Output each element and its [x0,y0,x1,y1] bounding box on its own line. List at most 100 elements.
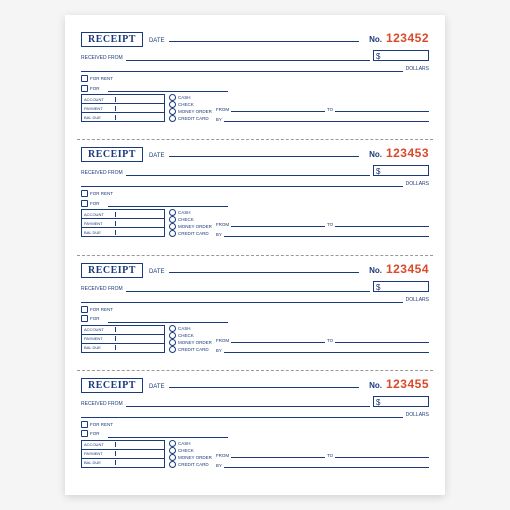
for-label: FOR [90,431,100,436]
account-table: ACCOUNT PAYMENT BAL DUE [81,209,165,237]
number-label: No. [369,150,382,159]
receipt-number: 123455 [386,377,429,391]
check-label: CHECK [178,333,194,338]
by-label: BY [216,463,222,468]
money-order-radio[interactable] [169,454,176,461]
money-order-radio[interactable] [169,339,176,346]
check-radio[interactable] [169,447,176,454]
money-order-label: MONEY ORDER [178,109,212,114]
amount-box: $ [373,281,429,292]
credit-card-radio[interactable] [169,346,176,353]
date-line [169,264,360,273]
number-label: No. [369,266,382,275]
amount-words-line [81,410,403,418]
money-order-label: MONEY ORDER [178,340,212,345]
bal-due-label: BAL DUE [82,230,116,235]
for-rent-label: FOR RENT [90,191,113,196]
by-line [224,461,429,468]
by-label: BY [216,232,222,237]
to-label: TO [327,453,333,458]
from-label: FROM [216,107,229,112]
for-checkbox[interactable] [81,430,88,437]
received-from-label: RECEIVED FROM [81,170,123,176]
money-order-radio[interactable] [169,223,176,230]
for-line [108,315,228,323]
for-line [108,84,228,92]
received-from-line [126,284,370,292]
receipt-title: RECEIPT [81,263,143,278]
for-rent-checkbox[interactable] [81,75,88,82]
number-label: No. [369,381,382,390]
dollars-label: DOLLARS [406,66,429,72]
receipt-sheet: RECEIPT DATE No. 123452 RECEIVED FROM $ … [65,15,445,495]
from-label: FROM [216,338,229,343]
for-checkbox[interactable] [81,200,88,207]
credit-card-radio[interactable] [169,115,176,122]
cash-radio[interactable] [169,440,176,447]
from-line [231,336,325,343]
amount-box: $ [373,396,429,407]
credit-card-label: CREDIT CARD [178,116,209,121]
cash-label: CASH [178,210,191,215]
account-label: ACCOUNT [82,442,116,447]
receipt: RECEIPT DATE No. 123455 RECEIVED FROM $ … [77,371,433,485]
receipt-title: RECEIPT [81,378,143,393]
for-line [108,430,228,438]
account-table: ACCOUNT PAYMENT BAL DUE [81,94,165,122]
from-label: FROM [216,453,229,458]
receipt-number: 123454 [386,262,429,276]
check-label: CHECK [178,102,194,107]
date-label: DATE [149,38,165,44]
for-rent-checkbox[interactable] [81,190,88,197]
to-line [335,336,429,343]
by-label: BY [216,348,222,353]
account-table: ACCOUNT PAYMENT BAL DUE [81,440,165,468]
for-label: FOR [90,86,100,91]
credit-card-label: CREDIT CARD [178,347,209,352]
date-label: DATE [149,269,165,275]
bal-due-label: BAL DUE [82,345,116,350]
account-label: ACCOUNT [82,327,116,332]
money-order-radio[interactable] [169,108,176,115]
for-rent-checkbox[interactable] [81,421,88,428]
money-order-label: MONEY ORDER [178,455,212,460]
received-from-label: RECEIVED FROM [81,286,123,292]
check-label: CHECK [178,448,194,453]
by-label: BY [216,117,222,122]
for-rent-label: FOR RENT [90,307,113,312]
to-label: TO [327,107,333,112]
for-rent-label: FOR RENT [90,76,113,81]
by-line [224,230,429,237]
received-from-label: RECEIVED FROM [81,401,123,407]
receipt-title: RECEIPT [81,147,143,162]
for-checkbox[interactable] [81,315,88,322]
received-from-label: RECEIVED FROM [81,55,123,61]
payment-method-column: CASH CHECK MONEY ORDER CREDIT CARD [169,209,212,237]
cash-radio[interactable] [169,94,176,101]
credit-card-radio[interactable] [169,230,176,237]
receipt: RECEIPT DATE No. 123453 RECEIVED FROM $ … [77,140,433,255]
cash-radio[interactable] [169,325,176,332]
to-label: TO [327,222,333,227]
cash-radio[interactable] [169,209,176,216]
for-checkbox[interactable] [81,85,88,92]
credit-card-label: CREDIT CARD [178,231,209,236]
check-radio[interactable] [169,332,176,339]
check-radio[interactable] [169,216,176,223]
bal-due-label: BAL DUE [82,460,116,465]
to-line [335,451,429,458]
check-radio[interactable] [169,101,176,108]
from-line [231,220,325,227]
credit-card-radio[interactable] [169,461,176,468]
for-line [108,199,228,207]
credit-card-label: CREDIT CARD [178,462,209,467]
received-from-line [126,399,370,407]
account-table: ACCOUNT PAYMENT BAL DUE [81,325,165,353]
amount-words-line [81,295,403,303]
dollars-label: DOLLARS [406,297,429,303]
for-rent-label: FOR RENT [90,422,113,427]
for-rent-checkbox[interactable] [81,306,88,313]
payment-method-column: CASH CHECK MONEY ORDER CREDIT CARD [169,440,212,468]
receipt-number: 123452 [386,31,429,45]
received-from-line [126,168,370,176]
